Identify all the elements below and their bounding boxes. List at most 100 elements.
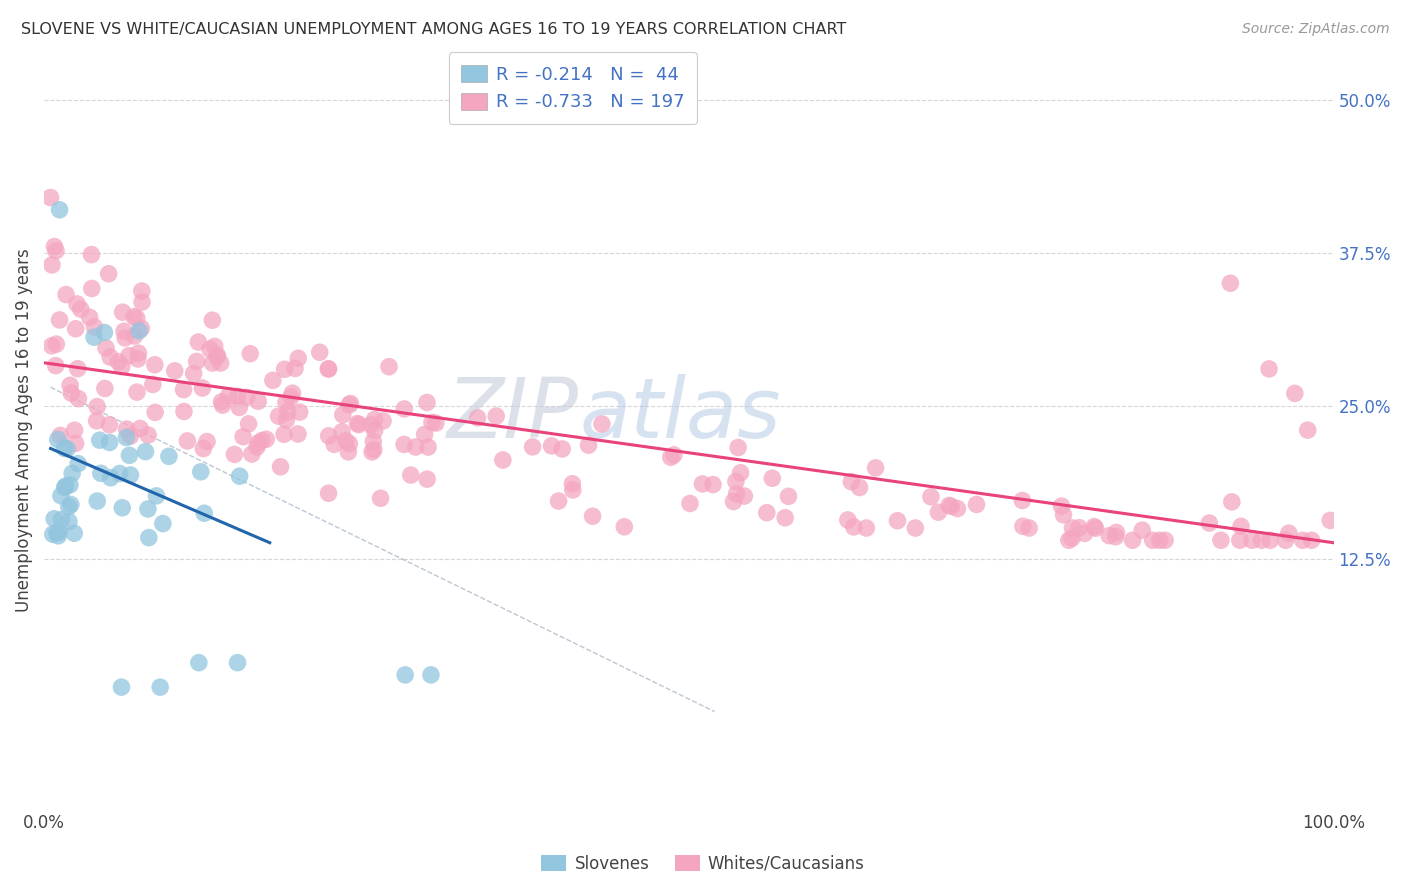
Point: [131, 321, 153, 335]
Point: [551, 442, 574, 456]
Point: [725, 487, 748, 501]
Point: [114, 331, 136, 345]
Point: [323, 437, 346, 451]
Point: [187, 656, 209, 670]
Point: [347, 417, 370, 432]
Point: [361, 445, 384, 459]
Point: [1057, 533, 1080, 548]
Point: [173, 383, 195, 397]
Point: [287, 351, 309, 366]
Point: [125, 311, 148, 326]
Point: [131, 284, 153, 298]
Point: [378, 359, 401, 374]
Point: [110, 680, 132, 694]
Point: [702, 477, 724, 491]
Point: [425, 416, 447, 430]
Point: [361, 434, 384, 449]
Point: [65, 322, 87, 336]
Point: [1220, 495, 1243, 509]
Point: [778, 489, 800, 503]
Point: [394, 668, 416, 682]
Point: [886, 514, 908, 528]
Point: [98, 350, 121, 364]
Point: [1098, 529, 1121, 543]
Point: [419, 668, 441, 682]
Point: [49, 428, 72, 442]
Point: [339, 396, 361, 410]
Point: [1050, 499, 1073, 513]
Point: [115, 431, 138, 445]
Point: [938, 499, 960, 513]
Point: [190, 465, 212, 479]
Point: [191, 381, 214, 395]
Point: [120, 468, 142, 483]
Point: [1142, 533, 1164, 548]
Point: [157, 450, 180, 464]
Point: [522, 440, 544, 454]
Point: [1250, 533, 1272, 548]
Point: [561, 483, 583, 497]
Point: [837, 513, 859, 527]
Point: [94, 341, 117, 355]
Point: [195, 434, 218, 449]
Point: [111, 359, 134, 374]
Point: [363, 424, 385, 438]
Point: [273, 427, 295, 442]
Point: [904, 521, 927, 535]
Point: [1104, 530, 1126, 544]
Point: [281, 386, 304, 401]
Point: [392, 437, 415, 451]
Point: [80, 281, 103, 295]
Point: [211, 394, 233, 409]
Point: [228, 469, 250, 483]
Point: [204, 339, 226, 353]
Text: Source: ZipAtlas.com: Source: ZipAtlas.com: [1241, 22, 1389, 37]
Point: [335, 434, 357, 448]
Y-axis label: Unemployment Among Ages 16 to 19 years: Unemployment Among Ages 16 to 19 years: [15, 248, 32, 612]
Point: [183, 367, 205, 381]
Point: [841, 475, 863, 489]
Point: [83, 330, 105, 344]
Point: [360, 417, 382, 432]
Point: [207, 348, 229, 362]
Point: [152, 516, 174, 531]
Point: [848, 481, 870, 495]
Point: [136, 502, 159, 516]
Point: [60, 467, 83, 481]
Point: [59, 498, 82, 512]
Point: [226, 389, 249, 403]
Point: [284, 361, 307, 376]
Point: [247, 436, 270, 450]
Point: [93, 326, 115, 340]
Point: [591, 417, 613, 431]
Point: [66, 297, 89, 311]
Point: [173, 404, 195, 418]
Point: [111, 500, 134, 515]
Point: [1258, 362, 1281, 376]
Point: [318, 486, 340, 500]
Point: [727, 441, 749, 455]
Point: [662, 448, 685, 462]
Point: [1083, 519, 1105, 533]
Point: [44, 512, 66, 526]
Point: [193, 442, 215, 456]
Point: [492, 453, 515, 467]
Point: [337, 398, 360, 412]
Point: [273, 362, 295, 376]
Point: [1296, 423, 1319, 437]
Point: [127, 346, 149, 360]
Point: [163, 364, 186, 378]
Point: [920, 490, 942, 504]
Point: [45, 337, 67, 351]
Point: [176, 434, 198, 448]
Point: [1198, 516, 1220, 530]
Point: [56, 442, 79, 456]
Point: [211, 398, 233, 412]
Point: [224, 447, 246, 461]
Point: [239, 347, 262, 361]
Point: [287, 427, 309, 442]
Point: [723, 494, 745, 508]
Text: atlas: atlas: [579, 375, 780, 456]
Point: [136, 428, 159, 442]
Point: [337, 445, 360, 459]
